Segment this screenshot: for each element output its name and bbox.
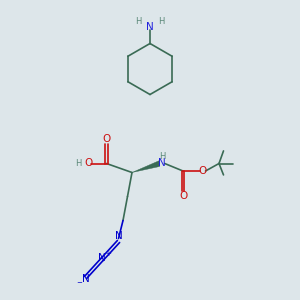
- Text: H: H: [159, 152, 165, 161]
- Text: H: H: [158, 17, 165, 26]
- Text: O: O: [179, 191, 187, 201]
- Text: N: N: [115, 231, 122, 241]
- Text: O: O: [84, 158, 92, 169]
- Text: N: N: [98, 253, 106, 263]
- Text: N: N: [146, 22, 154, 32]
- Text: H: H: [135, 17, 142, 26]
- Polygon shape: [132, 160, 160, 172]
- Text: H: H: [75, 159, 81, 168]
- Text: N: N: [82, 274, 89, 284]
- Text: N: N: [158, 158, 166, 169]
- Text: −: −: [76, 280, 82, 286]
- Text: +: +: [105, 250, 111, 256]
- Text: O: O: [198, 166, 207, 176]
- Text: O: O: [102, 134, 111, 144]
